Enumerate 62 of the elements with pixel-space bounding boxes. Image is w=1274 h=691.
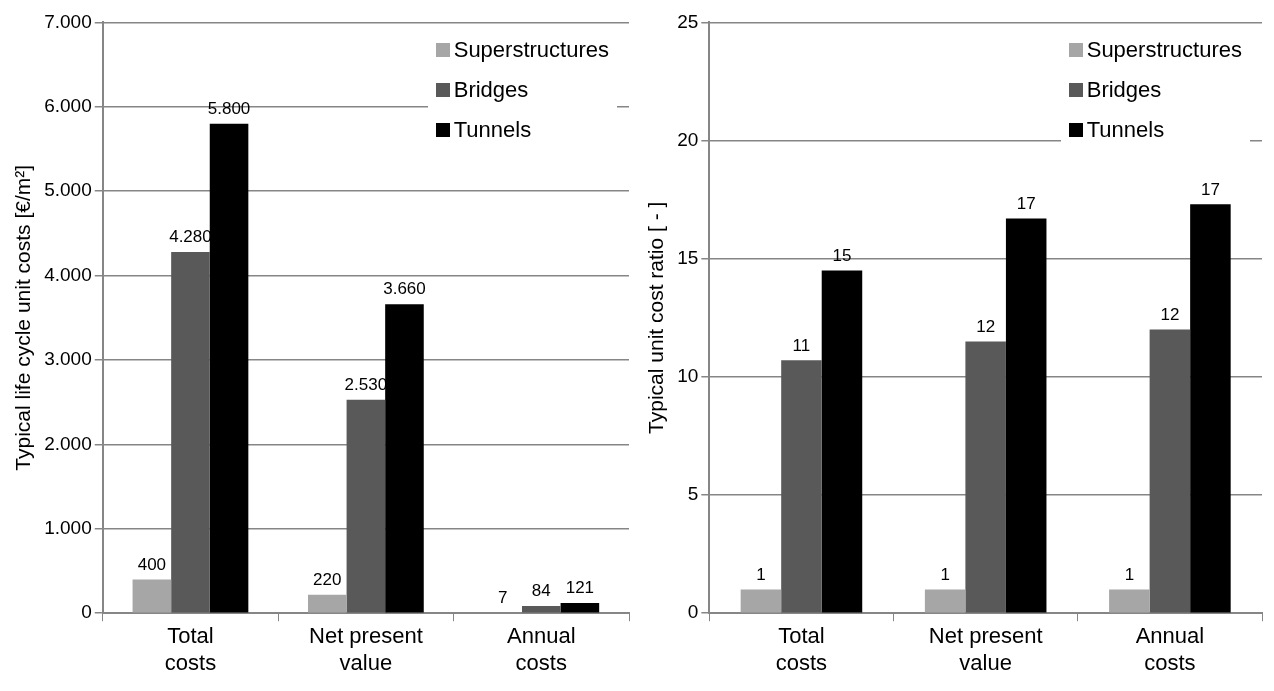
x-tick-label: Annual costs <box>1135 623 1205 675</box>
data-label: 12 <box>1160 304 1180 324</box>
data-label: 3.660 <box>383 279 426 299</box>
legend-label: Bridges <box>453 77 529 103</box>
data-label: 12 <box>976 316 996 336</box>
y-tick-label: 0 <box>81 601 92 623</box>
x-tick-label: Total costs <box>775 623 828 675</box>
bar <box>385 304 424 613</box>
y-tick-label: 7.000 <box>44 10 92 32</box>
legend-label: Superstructures <box>453 37 609 63</box>
bar <box>821 270 863 613</box>
y-tick-label: 25 <box>677 10 699 32</box>
y-axis-title: Typical unit cost ratio [ - ] <box>644 201 668 434</box>
x-tick-label: Net present value <box>928 623 1043 675</box>
bar <box>171 251 210 613</box>
legend-label: Tunnels <box>453 117 532 143</box>
legend-label: Tunnels <box>1086 117 1165 143</box>
y-tick-label: 5 <box>687 483 699 505</box>
data-label: 15 <box>832 245 852 265</box>
bar <box>740 589 782 613</box>
y-tick-label: 20 <box>677 128 699 150</box>
y-tick-label: 1.000 <box>44 517 92 539</box>
data-label: 11 <box>792 335 811 355</box>
bar <box>1149 329 1191 613</box>
data-label: 5.800 <box>207 98 251 118</box>
bar <box>522 606 561 613</box>
bar <box>307 594 347 613</box>
data-label: 17 <box>1200 179 1220 199</box>
bar <box>132 579 172 613</box>
data-label: 1 <box>940 564 950 584</box>
bar <box>560 602 600 613</box>
data-label: 84 <box>531 581 551 601</box>
data-label: 220 <box>313 569 342 589</box>
y-tick-label: 4.000 <box>44 263 92 285</box>
y-tick-label: 15 <box>677 246 699 268</box>
bar <box>1109 589 1150 613</box>
data-label: 7 <box>497 587 508 607</box>
y-tick-label: 0 <box>687 601 699 623</box>
bar <box>781 360 822 613</box>
bar <box>209 123 249 613</box>
y-tick-label: 2.000 <box>44 432 92 454</box>
x-tick-label: Annual costs <box>507 623 576 675</box>
bar <box>1005 218 1047 613</box>
data-label: 17 <box>1016 193 1036 213</box>
data-label: 1 <box>1124 564 1135 584</box>
y-tick-label: 3.000 <box>44 348 92 370</box>
bar <box>924 589 966 613</box>
y-tick-label: 10 <box>677 365 699 387</box>
data-label: 4.280 <box>169 227 212 247</box>
x-tick-label: Total costs <box>164 623 217 675</box>
legend-label: Bridges <box>1086 77 1162 103</box>
data-label: 121 <box>565 578 595 598</box>
legend-label: Superstructures <box>1086 37 1242 63</box>
bar <box>1190 204 1231 613</box>
bar <box>965 341 1006 613</box>
y-tick-label: 6.000 <box>44 95 92 117</box>
data-label: 1 <box>756 564 766 584</box>
data-label: 400 <box>137 554 167 574</box>
bar <box>346 399 386 613</box>
x-tick-label: Net present value <box>309 623 423 675</box>
y-axis-title: Typical life cycle unit costs [€/m²] <box>11 164 35 471</box>
y-tick-label: 5.000 <box>44 179 92 201</box>
